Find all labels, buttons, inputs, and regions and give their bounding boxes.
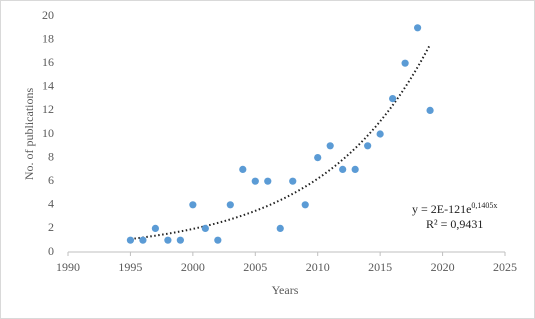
point: [364, 142, 372, 150]
point: [276, 224, 284, 232]
x-axis-label: Years: [272, 283, 299, 297]
y-tick-label: 0: [48, 244, 54, 258]
point: [301, 201, 309, 209]
point: [151, 224, 159, 232]
y-tick-label: 4: [48, 197, 54, 211]
y-tick-label: 2: [48, 220, 54, 234]
y-tick-label: 14: [42, 79, 54, 93]
x-tick-label: 2015: [368, 260, 392, 274]
point: [376, 130, 384, 138]
point: [214, 236, 222, 244]
x-tick-label: 1995: [118, 260, 142, 274]
y-tick-label: 18: [42, 31, 54, 45]
equation-exponent: 0,1405x: [471, 201, 497, 210]
equation-text: y = 2E-121e: [412, 202, 471, 216]
y-axis-label: No. of publications: [22, 88, 36, 181]
point: [401, 59, 409, 67]
point: [126, 236, 135, 244]
point: [414, 24, 422, 32]
point: [239, 165, 247, 173]
point: [351, 165, 359, 173]
point: [251, 177, 259, 185]
x-tick-label: 2020: [431, 260, 455, 274]
x-tick-label: 2010: [306, 260, 330, 274]
x-tick-label: 2000: [181, 260, 205, 274]
y-tick-label: 10: [42, 126, 54, 140]
y-tick-label: 12: [42, 102, 54, 116]
point: [326, 142, 334, 150]
point: [139, 236, 147, 244]
point: [289, 177, 297, 185]
point: [314, 154, 322, 162]
point: [389, 95, 397, 103]
point: [189, 201, 197, 209]
point: [226, 201, 234, 209]
y-tick-label: 20: [42, 8, 54, 22]
point: [426, 106, 434, 114]
point: [176, 236, 184, 244]
point: [339, 165, 347, 173]
point: [264, 177, 272, 185]
y-tick-label: 8: [48, 149, 54, 163]
point: [201, 224, 209, 232]
y-tick-label: 6: [48, 173, 54, 187]
point: [164, 236, 172, 244]
x-tick-label: 2005: [243, 260, 267, 274]
r-squared: R² = 0,9431: [426, 217, 483, 231]
x-tick-label: 2025: [493, 260, 517, 274]
y-tick-label: 16: [42, 55, 54, 69]
x-tick-label: 1990: [56, 260, 80, 274]
trend-equation: y = 2E-121e0,1405x: [412, 201, 497, 216]
